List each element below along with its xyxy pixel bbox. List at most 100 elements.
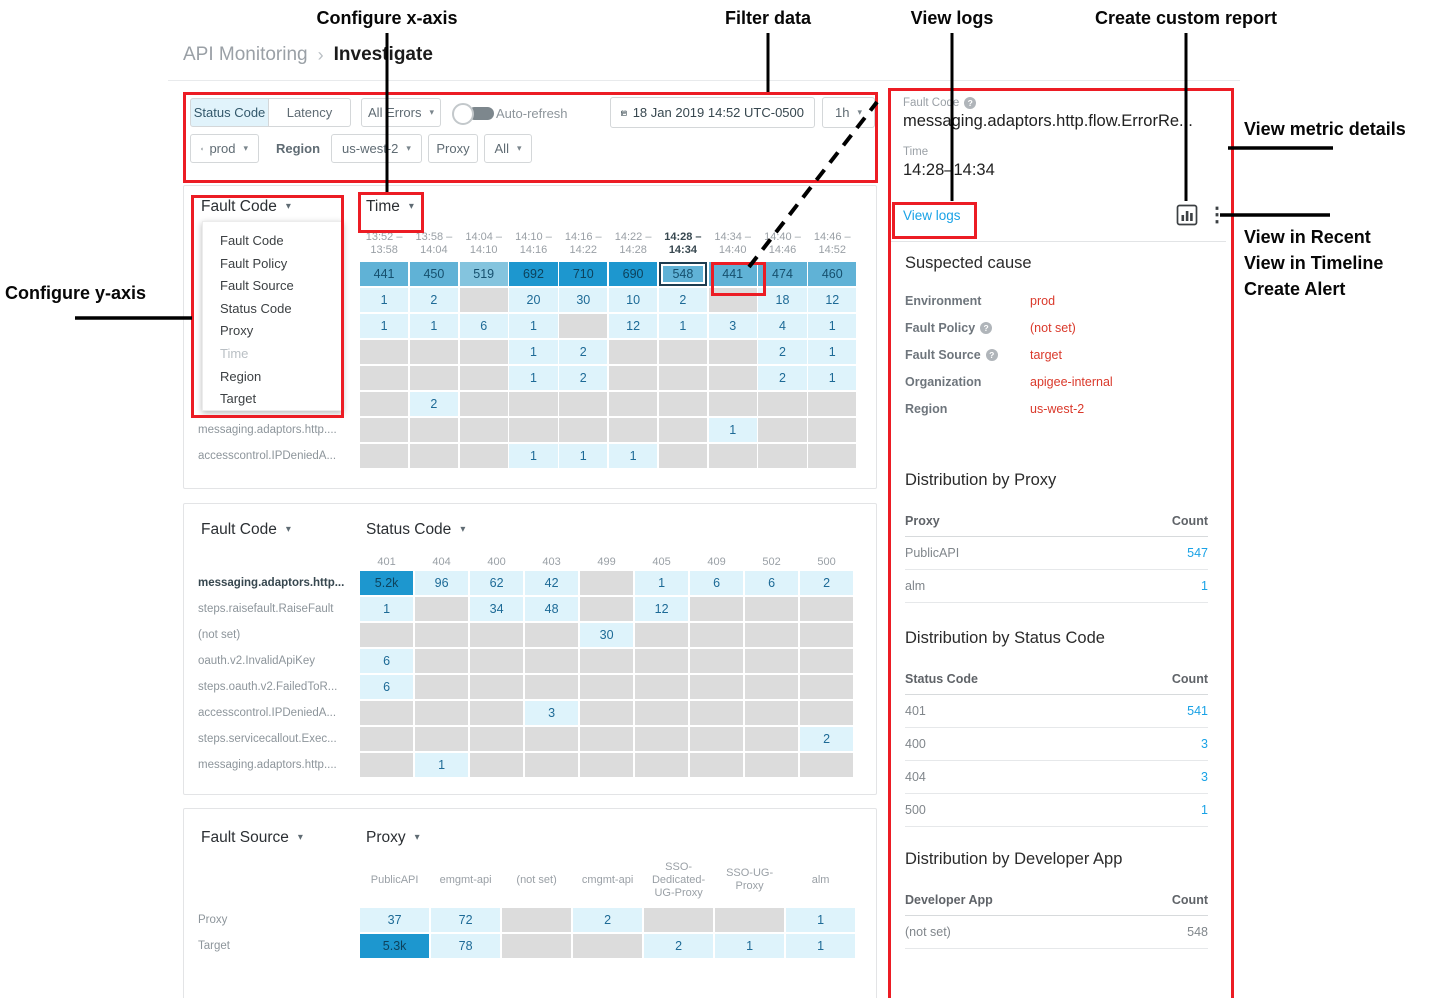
heatmap-cell[interactable]: 1 [808, 366, 857, 390]
heatmap-cell[interactable]: 12 [635, 597, 689, 621]
region-dropdown[interactable]: us-west-2 ▾ [331, 134, 422, 163]
heatmap-cell[interactable] [658, 340, 707, 364]
heatmap-cell[interactable]: 1 [609, 444, 658, 468]
heatmap-cell[interactable] [409, 444, 458, 468]
x-axis-selector-1[interactable]: Time ▾ [366, 198, 414, 216]
heatmap-cell[interactable] [745, 597, 799, 621]
heatmap-cell[interactable] [470, 727, 524, 751]
heatmap-cell[interactable]: 2 [644, 934, 714, 958]
menu-item-fault-policy[interactable]: Fault Policy [220, 255, 288, 271]
heatmap-cell[interactable]: 1 [559, 444, 608, 468]
heatmap-cell[interactable] [580, 701, 634, 725]
heatmap-cell[interactable]: 62 [470, 571, 524, 595]
heatmap-cell[interactable]: 4 [758, 314, 807, 338]
heatmap-cell[interactable] [573, 934, 643, 958]
date-range-picker[interactable]: 18 Jan 2019 14:52 UTC-0500 [610, 97, 815, 128]
menu-item-target[interactable]: Target [220, 391, 257, 407]
heatmap-cell[interactable] [658, 366, 707, 390]
heatmap-cell[interactable] [690, 675, 744, 699]
heatmap-cell[interactable]: 1 [509, 444, 558, 468]
heatmap-cell[interactable]: 6 [459, 314, 508, 338]
heatmap-cell[interactable]: 2 [559, 366, 608, 390]
heatmap-cell[interactable] [415, 701, 469, 725]
heatmap-cell[interactable]: 2 [409, 288, 458, 312]
count-link[interactable]: 3 [1201, 770, 1208, 784]
heatmap-cell[interactable]: 1 [786, 934, 856, 958]
heatmap-cell[interactable] [808, 392, 857, 416]
heatmap-cell[interactable] [745, 649, 799, 673]
view-logs-link[interactable]: View logs [903, 208, 961, 223]
heatmap-cell[interactable] [745, 727, 799, 751]
heatmap-cell[interactable] [708, 340, 757, 364]
heatmap-cell[interactable] [808, 418, 857, 442]
heatmap-cell[interactable]: 1 [509, 340, 558, 364]
heatmap-cell[interactable]: 96 [415, 571, 469, 595]
heatmap-cell[interactable] [502, 908, 572, 932]
heatmap-cell[interactable] [415, 597, 469, 621]
heatmap-cell[interactable] [509, 418, 558, 442]
heatmap-cell[interactable] [690, 753, 744, 777]
heatmap-cell[interactable]: 460 [808, 262, 857, 286]
heatmap-cell[interactable] [690, 727, 744, 751]
heatmap-cell[interactable]: 34 [470, 597, 524, 621]
heatmap-cell[interactable]: 441 [360, 262, 409, 286]
heatmap-cell[interactable]: 18 [758, 288, 807, 312]
heatmap-cell[interactable] [800, 701, 854, 725]
heatmap-cell[interactable] [808, 444, 857, 468]
menu-item-status-code[interactable]: Status Code [220, 300, 292, 316]
heatmap-cell[interactable] [459, 392, 508, 416]
y-axis-selector-3[interactable]: Fault Source ▾ [201, 829, 303, 847]
heatmap-cell[interactable]: 1 [715, 934, 785, 958]
heatmap-cell[interactable]: 6 [690, 571, 744, 595]
heatmap-cell[interactable] [609, 366, 658, 390]
heatmap-cell[interactable]: 519 [459, 262, 508, 286]
heatmap-cell[interactable]: 450 [409, 262, 458, 286]
heatmap-cell[interactable] [609, 340, 658, 364]
heatmap-cell[interactable] [609, 418, 658, 442]
heatmap-cell[interactable] [525, 649, 579, 673]
heatmap-cell[interactable]: 2 [758, 340, 807, 364]
heatmap-cell[interactable] [415, 727, 469, 751]
heatmap-cell[interactable] [708, 392, 757, 416]
heatmap-cell[interactable] [459, 288, 508, 312]
heatmap-cell[interactable]: 2 [658, 288, 707, 312]
interval-dropdown[interactable]: 1h ▾ [822, 97, 875, 128]
heatmap-cell[interactable] [409, 366, 458, 390]
heatmap-cell[interactable] [360, 623, 414, 647]
heatmap-cell[interactable] [415, 623, 469, 647]
heatmap-cell[interactable]: 2 [758, 366, 807, 390]
menu-item-fault-code[interactable]: Fault Code [220, 233, 284, 248]
heatmap-cell[interactable] [715, 908, 785, 932]
heatmap-cell[interactable]: 72 [431, 908, 501, 932]
heatmap-cell[interactable] [525, 623, 579, 647]
heatmap-cell[interactable] [415, 675, 469, 699]
heatmap-cell[interactable] [459, 444, 508, 468]
count-link[interactable]: 547 [1187, 546, 1208, 560]
heatmap-cell[interactable] [580, 597, 634, 621]
heatmap-cell[interactable] [635, 753, 689, 777]
heatmap-cell[interactable] [690, 597, 744, 621]
heatmap-cell[interactable] [708, 288, 757, 312]
heatmap-cell[interactable]: 1 [415, 753, 469, 777]
heatmap-cell[interactable] [708, 366, 757, 390]
y-axis-selector-1[interactable]: Fault Code ▾ [201, 198, 291, 216]
heatmap-cell[interactable]: 12 [609, 314, 658, 338]
heatmap-cell[interactable] [690, 623, 744, 647]
heatmap-cell[interactable] [580, 753, 634, 777]
heatmap-cell[interactable] [580, 649, 634, 673]
heatmap-cell[interactable] [580, 571, 634, 595]
heatmap-cell[interactable]: 1 [808, 314, 857, 338]
heatmap-cell[interactable]: 710 [559, 262, 608, 286]
heatmap-cell[interactable]: 1 [360, 597, 414, 621]
heatmap-cell[interactable] [745, 753, 799, 777]
heatmap-cell[interactable] [470, 675, 524, 699]
breadcrumb-api-monitoring[interactable]: API Monitoring [183, 44, 308, 65]
heatmap-cell[interactable] [415, 649, 469, 673]
heatmap-cell[interactable]: 10 [609, 288, 658, 312]
view-metric-details-button[interactable] [1176, 204, 1198, 231]
heatmap-cell[interactable]: 1 [658, 314, 707, 338]
heatmap-cell[interactable] [580, 727, 634, 751]
heatmap-cell[interactable]: 48 [525, 597, 579, 621]
heatmap-cell[interactable] [559, 314, 608, 338]
heatmap-cell[interactable] [580, 675, 634, 699]
